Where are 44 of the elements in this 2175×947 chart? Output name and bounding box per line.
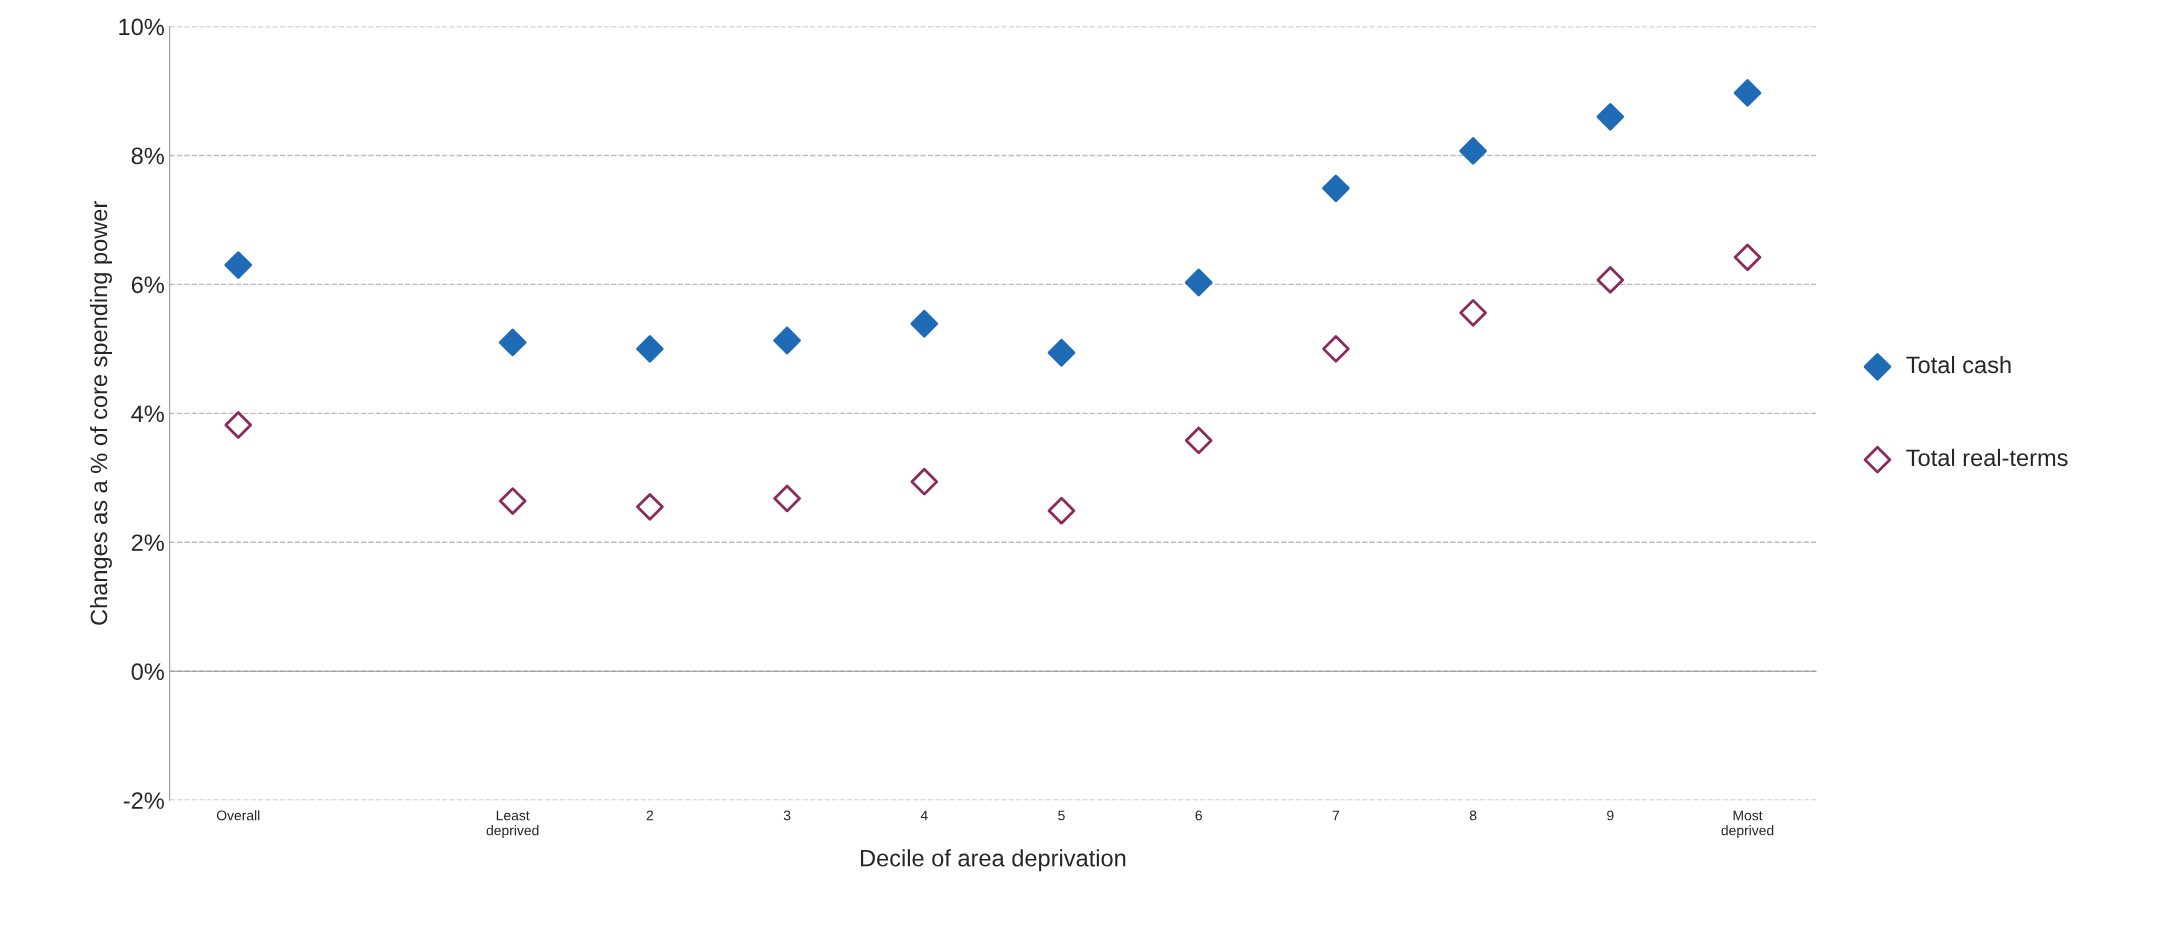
point bbox=[498, 487, 527, 515]
point bbox=[910, 309, 939, 338]
y-tick-label: 10% bbox=[119, 18, 164, 36]
point bbox=[910, 467, 939, 496]
y-tick-label: 6% bbox=[131, 276, 164, 294]
point bbox=[1184, 426, 1213, 455]
x-tick-label: 5 bbox=[1058, 810, 1065, 821]
point bbox=[1733, 243, 1762, 272]
x-tick-label: Least deprived bbox=[486, 810, 539, 839]
y-tick-label: 4% bbox=[131, 405, 164, 423]
y-axis-title: Changes as a % of core spending power bbox=[89, 201, 112, 625]
y-tick-label: 0% bbox=[131, 663, 164, 681]
y-tick-label: 8% bbox=[131, 147, 164, 165]
x-tick-label: Most deprived bbox=[1721, 810, 1774, 839]
legend-label: Total cash bbox=[1906, 355, 2011, 374]
point bbox=[1733, 79, 1762, 107]
point bbox=[1047, 496, 1076, 525]
point bbox=[636, 493, 664, 521]
point bbox=[773, 326, 801, 355]
point bbox=[224, 411, 253, 439]
point bbox=[636, 335, 664, 363]
x-tick-label: 4 bbox=[920, 810, 928, 821]
x-tick-label: Overall bbox=[216, 810, 260, 821]
x-tick-label: 8 bbox=[1469, 810, 1477, 821]
point bbox=[1459, 137, 1487, 165]
x-tick-label: 2 bbox=[646, 810, 654, 821]
point bbox=[1596, 102, 1625, 131]
x-tick-label: 7 bbox=[1332, 810, 1340, 821]
point bbox=[1322, 174, 1350, 203]
point bbox=[1047, 338, 1076, 367]
point bbox=[1322, 335, 1350, 363]
point bbox=[1459, 298, 1487, 327]
legend-label: Total real-terms bbox=[1906, 448, 2068, 467]
y-tick-label: 2% bbox=[131, 534, 164, 552]
point bbox=[498, 328, 527, 357]
y-tick-label: -2% bbox=[123, 792, 164, 809]
point bbox=[773, 484, 801, 513]
point bbox=[224, 251, 253, 279]
x-tick-label: 3 bbox=[783, 810, 791, 821]
x-tick-label: 6 bbox=[1195, 810, 1202, 821]
x-tick-label: 9 bbox=[1607, 810, 1614, 821]
x-axis-title: Decile of area deprivation bbox=[860, 849, 1126, 872]
point bbox=[1184, 268, 1213, 297]
point bbox=[1596, 266, 1625, 294]
